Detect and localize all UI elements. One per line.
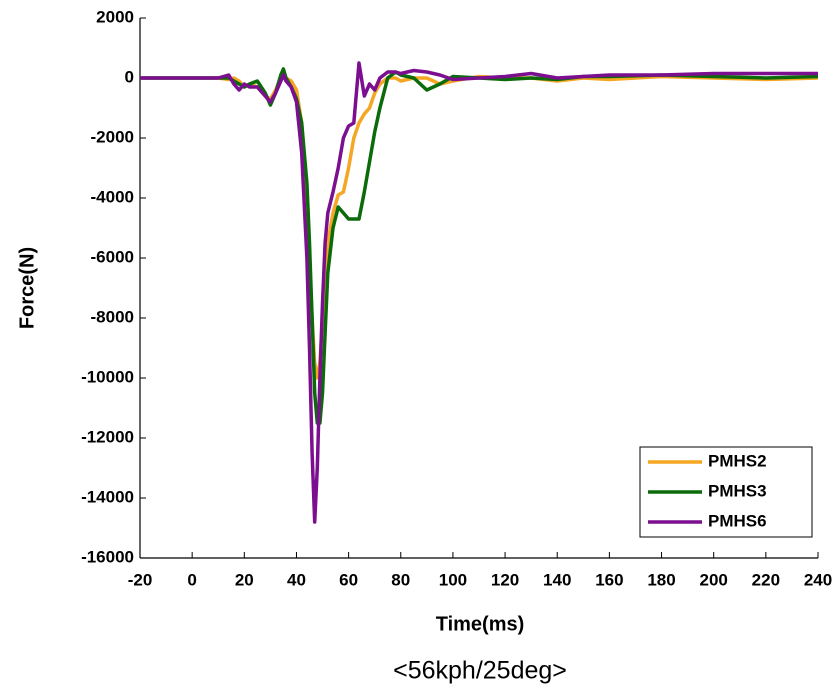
- x-tick-label: 160: [595, 570, 623, 589]
- y-tick-label: -6000: [91, 247, 134, 266]
- x-tick-label: 200: [700, 570, 728, 589]
- series-line: [140, 67, 819, 425]
- x-tick-label: 100: [439, 570, 467, 589]
- legend-label: PMHS6: [708, 511, 767, 530]
- x-axis-label: Time(ms): [436, 613, 525, 635]
- x-tick-label: 120: [491, 570, 519, 589]
- legend-label: PMHS3: [708, 481, 767, 500]
- y-tick-label: -8000: [91, 307, 134, 326]
- series-line: [140, 61, 818, 524]
- series-line: [140, 73, 819, 380]
- x-tick-label: 60: [339, 570, 358, 589]
- x-tick-label: -20: [128, 570, 153, 589]
- legend-label: PMHS2: [708, 451, 767, 470]
- y-tick-label: -4000: [91, 187, 134, 206]
- y-tick-label: 0: [125, 67, 134, 86]
- y-tick-label: -10000: [81, 367, 134, 386]
- x-tick-label: 0: [187, 570, 196, 589]
- x-tick-label: 20: [235, 570, 254, 589]
- x-tick-label: 240: [804, 570, 832, 589]
- y-tick-label: -12000: [81, 427, 134, 446]
- y-tick-label: -14000: [81, 487, 134, 506]
- y-axis-label: Force(N): [16, 247, 38, 329]
- x-tick-label: 140: [543, 570, 571, 589]
- x-tick-label: 80: [391, 570, 410, 589]
- chart-title: <56kph/25deg>: [393, 657, 567, 685]
- x-tick-label: 180: [647, 570, 675, 589]
- y-tick-label: 2000: [96, 7, 134, 26]
- x-tick-label: 220: [752, 570, 780, 589]
- y-tick-label: -2000: [91, 127, 134, 146]
- x-tick-label: 40: [287, 570, 306, 589]
- y-tick-label: -16000: [81, 547, 134, 566]
